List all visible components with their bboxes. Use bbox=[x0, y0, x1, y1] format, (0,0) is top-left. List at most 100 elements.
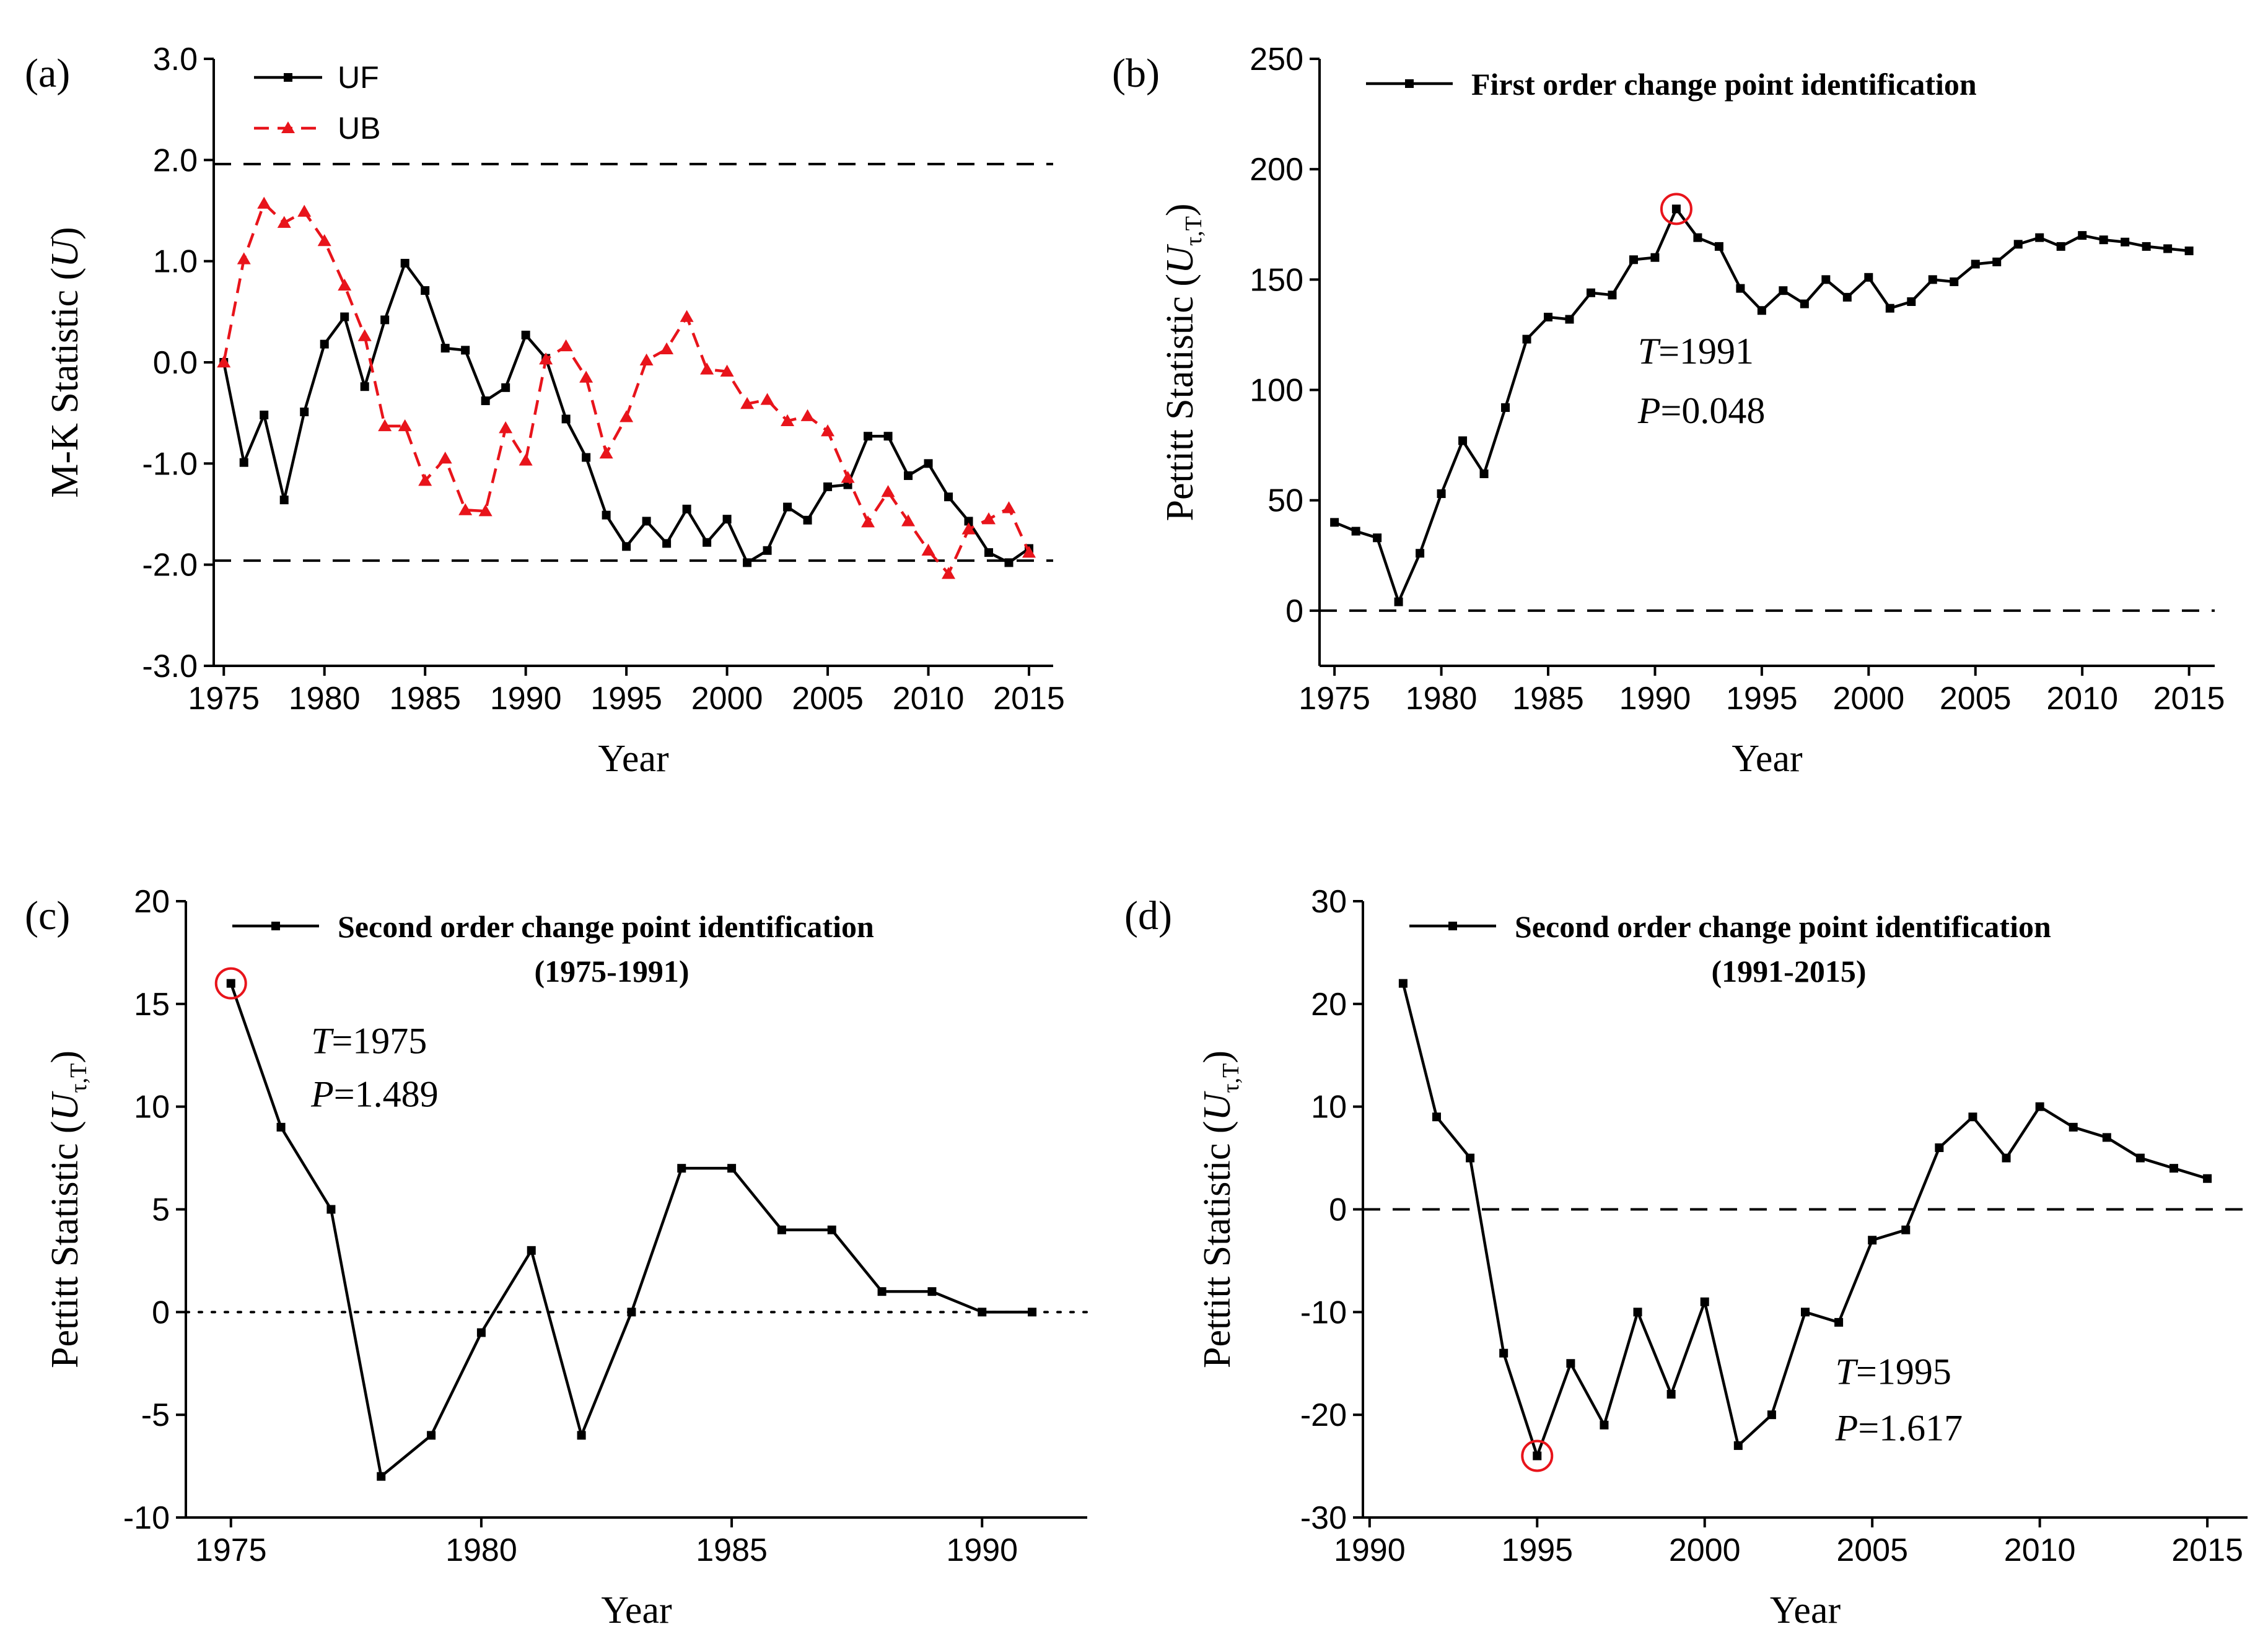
x-tick-label: 1980 bbox=[289, 681, 361, 717]
data-point bbox=[1842, 292, 1852, 302]
data-point bbox=[677, 1164, 686, 1173]
data-point bbox=[226, 979, 235, 988]
series-line-1 bbox=[1401, 983, 2208, 1457]
data-point bbox=[1416, 549, 1425, 558]
annotation-t: T=1995 bbox=[1836, 1351, 1951, 1392]
data-point bbox=[1767, 1410, 1776, 1420]
data-point bbox=[2163, 244, 2173, 253]
data-point bbox=[476, 1328, 486, 1337]
data-point bbox=[1935, 1143, 1944, 1152]
data-point bbox=[239, 458, 248, 467]
change-point-circle bbox=[214, 967, 247, 1000]
data-point bbox=[1868, 1236, 1877, 1245]
data-point bbox=[2002, 1153, 2011, 1163]
data-point bbox=[1608, 290, 1617, 300]
data-point bbox=[561, 414, 571, 424]
data-point bbox=[944, 492, 953, 502]
data-point bbox=[2121, 237, 2130, 247]
y-tick-label: 15 bbox=[134, 987, 170, 1023]
data-point bbox=[1432, 1112, 1441, 1122]
data-point bbox=[1733, 1441, 1743, 1450]
data-point bbox=[823, 482, 833, 491]
data-point bbox=[357, 329, 372, 341]
legend-label-period: (1975-1991) bbox=[535, 954, 690, 989]
data-point bbox=[458, 503, 473, 515]
y-tick-label: 5 bbox=[152, 1192, 170, 1228]
data-point bbox=[1022, 546, 1036, 558]
data-point bbox=[1373, 533, 1382, 543]
data-point bbox=[377, 1472, 386, 1481]
data-point bbox=[300, 408, 309, 417]
x-tick-label: 1975 bbox=[195, 1532, 267, 1568]
y-tick-label: 250 bbox=[1250, 41, 1303, 77]
legend-label: First order change point identification bbox=[1471, 67, 1977, 102]
data-point bbox=[1693, 233, 1702, 242]
data-point bbox=[499, 421, 513, 434]
legend-label-ub: UB bbox=[338, 111, 380, 146]
data-point bbox=[622, 542, 631, 551]
y-tick-label: 0.0 bbox=[153, 345, 198, 381]
data-point bbox=[720, 364, 734, 377]
panel-label: (a) bbox=[25, 51, 70, 96]
y-axis-title: Pettitt Statistic (Uτ,T) bbox=[1159, 204, 1207, 522]
y-tick-label: -3.0 bbox=[142, 649, 198, 684]
data-point bbox=[577, 1431, 586, 1440]
data-point bbox=[501, 383, 510, 392]
chart-panel-2: (b) 0 50 100 150 200 250 1975 1980 1985 1990 1995 20… bbox=[1112, 41, 2225, 780]
data-point bbox=[2056, 242, 2065, 251]
legend-marker bbox=[271, 922, 280, 930]
data-point bbox=[340, 312, 349, 321]
data-point bbox=[864, 432, 873, 441]
x-axis-title: Year bbox=[1770, 1589, 1841, 1631]
data-point bbox=[2078, 231, 2087, 240]
data-point bbox=[620, 410, 634, 422]
data-point bbox=[2102, 1133, 2111, 1142]
y-axis-title: M-K Statistic (U) bbox=[44, 227, 86, 497]
data-point bbox=[682, 504, 691, 513]
x-tick-label: 2000 bbox=[1832, 681, 1904, 717]
data-point bbox=[1565, 315, 1574, 324]
annotation-p: P=1.617 bbox=[1835, 1408, 1963, 1449]
data-point bbox=[539, 352, 553, 365]
x-tick-label: 2010 bbox=[2046, 681, 2118, 717]
y-tick-label: 20 bbox=[134, 884, 170, 920]
data-point bbox=[400, 258, 409, 268]
data-point bbox=[1600, 1420, 1609, 1430]
y-tick-label: 50 bbox=[1268, 483, 1303, 519]
data-point bbox=[827, 1225, 836, 1234]
data-point bbox=[1437, 489, 1446, 499]
data-point bbox=[1821, 275, 1831, 284]
y-tick-label: 0 bbox=[152, 1295, 170, 1330]
data-point bbox=[1736, 284, 1745, 293]
data-point bbox=[743, 558, 752, 567]
data-point bbox=[763, 546, 772, 555]
y-tick-label: 100 bbox=[1250, 373, 1303, 409]
data-point bbox=[599, 447, 613, 459]
x-tick-label: 2005 bbox=[792, 681, 864, 717]
data-point bbox=[2169, 1164, 2178, 1173]
x-tick-label: 2000 bbox=[691, 681, 763, 717]
y-tick-label: -5 bbox=[141, 1397, 170, 1433]
data-point bbox=[639, 353, 654, 365]
data-point bbox=[2203, 1174, 2212, 1183]
y-tick-label: 0 bbox=[1329, 1192, 1347, 1228]
data-point bbox=[440, 344, 450, 353]
data-point bbox=[1950, 277, 1959, 286]
change-point-circle bbox=[1660, 193, 1692, 225]
data-point bbox=[297, 204, 312, 217]
y-tick-label: 150 bbox=[1250, 262, 1303, 298]
data-point bbox=[760, 393, 774, 405]
y-tick-label: 1.0 bbox=[153, 244, 198, 280]
annotation-p: P=1.489 bbox=[310, 1074, 439, 1115]
data-point bbox=[924, 459, 933, 468]
data-point bbox=[800, 409, 815, 421]
data-point bbox=[1714, 242, 1723, 251]
data-point bbox=[1971, 260, 1980, 269]
legend-marker bbox=[1448, 922, 1457, 930]
x-tick-label: 1990 bbox=[946, 1532, 1018, 1568]
y-tick-label: -10 bbox=[1300, 1295, 1347, 1330]
data-point bbox=[722, 515, 732, 524]
panel-label: (c) bbox=[25, 893, 70, 938]
annotation-p: P=0.048 bbox=[1637, 390, 1766, 431]
panel-label: (d) bbox=[1124, 893, 1172, 938]
